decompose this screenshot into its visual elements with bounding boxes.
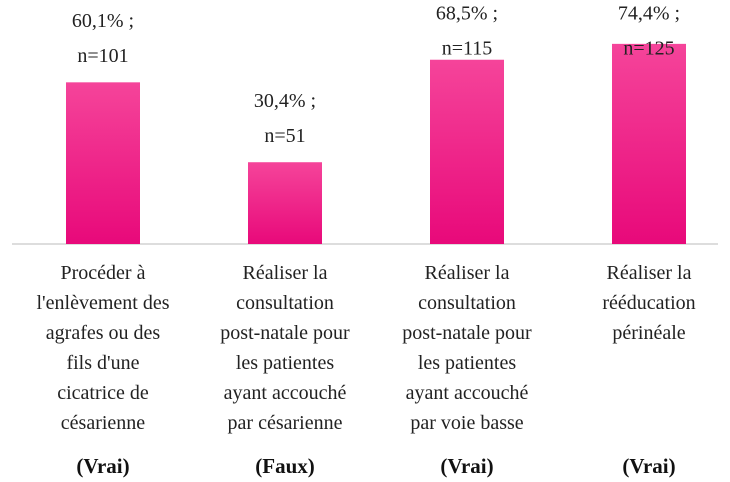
value-label: 74,4% ; [618, 3, 680, 25]
verdict-label: (Vrai) [622, 454, 676, 478]
x-tick-label: Réaliser la consultation post-natale pou… [402, 262, 532, 434]
x-tick-label: Procéder à l'enlèvement des agrafes ou d… [36, 262, 170, 434]
verdict-label: (Faux) [255, 454, 315, 478]
n-label: n=125 [623, 38, 674, 60]
bar [430, 59, 504, 244]
value-label: 30,4% ; [254, 90, 316, 112]
value-label: 60,1% ; [72, 10, 134, 32]
value-label: 68,5% ; [436, 3, 498, 25]
verdict-label: (Vrai) [440, 454, 494, 478]
bar [612, 43, 686, 244]
n-label: n=51 [264, 125, 305, 147]
verdict-label: (Vrai) [76, 454, 130, 478]
x-tick-label: Réaliser la rééducation périnéale [602, 262, 696, 344]
bar [248, 162, 322, 244]
n-label: n=101 [77, 45, 128, 67]
bar [66, 82, 140, 245]
x-tick-label: Réaliser la consultation post-natale pou… [220, 262, 350, 434]
n-label: n=115 [442, 38, 493, 60]
